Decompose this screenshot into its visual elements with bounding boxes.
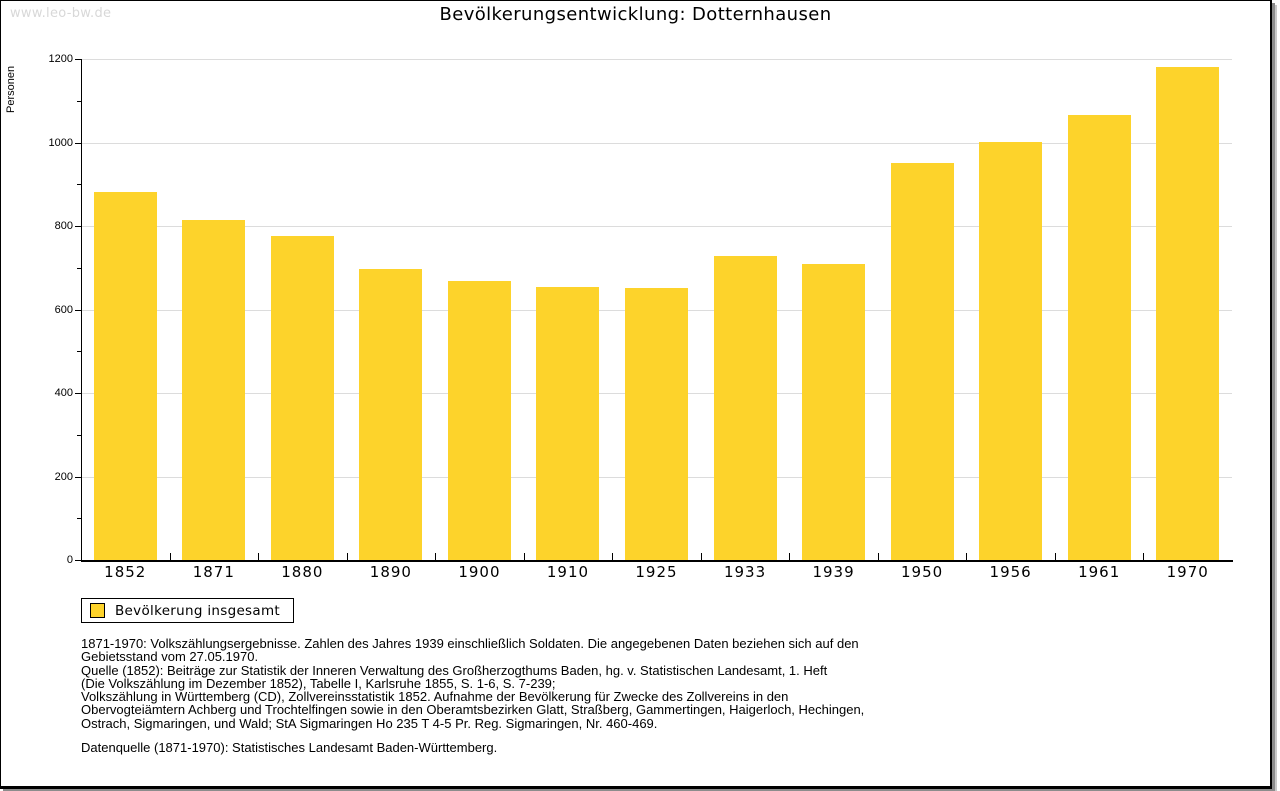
x-tick-label-1956: 1956 [989, 563, 1032, 581]
y-minor-tick-500 [77, 351, 81, 353]
legend: Bevölkerung insgesamt [81, 598, 294, 623]
bar-1925 [625, 287, 688, 560]
y-major-tick-0 [75, 560, 81, 561]
footnote-line: Volkszählung in Württemberg (CD), Zollve… [81, 689, 789, 705]
x-tick-label-1950: 1950 [901, 563, 944, 581]
y-major-tick-800 [75, 226, 81, 227]
watermark: www.leo-bw.de [10, 6, 112, 21]
gridline-800 [81, 226, 1232, 227]
x-boundary-tick-4 [435, 553, 437, 560]
x-boundary-tick-6 [612, 553, 614, 560]
footnotes: 1871-1970: Volkszählungsergebnisse. Zahl… [81, 637, 864, 730]
y-tick-label-400: 400 [54, 387, 73, 399]
bar-1970 [1156, 66, 1220, 560]
footnote-line: Ostrach, Sigmaringen, und Wald; StA Sigm… [81, 715, 658, 731]
footnote-line: 1871-1970: Volkszählungsergebnisse. Zahl… [81, 636, 859, 651]
y-tick-label-800: 800 [54, 220, 73, 232]
x-tick-label-1910: 1910 [546, 563, 590, 581]
x-boundary-tick-10 [966, 553, 968, 560]
x-tick-label-1900: 1900 [458, 563, 501, 581]
bar-1852 [93, 192, 157, 560]
y-tick-label-200: 200 [54, 470, 73, 483]
bar-1950 [890, 162, 954, 560]
y-minor-tick-1100 [77, 100, 81, 102]
bar-1900 [447, 281, 511, 560]
y-tick-label-1000: 1000 [48, 136, 73, 149]
x-tick-label-1880: 1880 [281, 563, 324, 581]
y-major-tick-200 [75, 476, 81, 478]
y-tick-label-600: 600 [54, 303, 73, 316]
data-source-line: Datenquelle (1871-1970): Statistisches L… [81, 740, 498, 755]
legend-label: Bevölkerung insgesamt [115, 602, 280, 619]
y-minor-tick-700 [77, 267, 81, 269]
footnote-line: Obervogteiämtern Achberg und Trochtelfin… [81, 702, 865, 718]
footnote-line: Quelle (1852): Beiträge zur Statistik de… [81, 662, 828, 678]
x-tick-label-1961: 1961 [1078, 563, 1121, 581]
bar-1910 [536, 286, 600, 560]
x-boundary-tick-7 [700, 553, 702, 560]
footnote-line: Gebietsstand vom 27.05.1970. [81, 649, 259, 665]
y-minor-tick-900 [77, 184, 81, 186]
bar-1933 [713, 256, 777, 560]
y-tick-label-1200: 1200 [48, 53, 73, 65]
y-tick-label-0: 0 [66, 554, 73, 566]
x-boundary-tick-5 [523, 553, 525, 560]
bar-1961 [1067, 114, 1131, 560]
x-boundary-tick-9 [877, 553, 879, 560]
y-major-tick-1000 [75, 142, 81, 144]
bar-1880 [270, 235, 334, 560]
footnote-line: (Die Volkszählung im Dezember 1852), Tab… [81, 675, 556, 691]
x-axis-line [81, 560, 1233, 562]
bar-1939 [802, 264, 866, 560]
y-minor-tick-100 [77, 518, 81, 520]
x-tick-label-1890: 1890 [369, 563, 412, 581]
x-tick-label-1933: 1933 [723, 563, 767, 581]
gridline-1000 [81, 142, 1232, 144]
x-boundary-tick-11 [1054, 553, 1056, 560]
x-tick-label-1871: 1871 [192, 563, 235, 581]
y-major-tick-400 [75, 393, 81, 394]
x-tick-label-1852: 1852 [104, 563, 147, 581]
x-tick-label-1970: 1970 [1166, 563, 1209, 581]
x-tick-label-1925: 1925 [635, 563, 678, 581]
legend-swatch [90, 603, 105, 618]
x-boundary-tick-3 [346, 553, 348, 560]
x-boundary-tick-2 [258, 553, 260, 560]
bar-1890 [359, 269, 423, 560]
bar-1956 [979, 142, 1043, 560]
x-boundary-tick-8 [789, 553, 791, 560]
bar-1871 [182, 219, 246, 560]
gridline-1200 [81, 59, 1232, 60]
y-axis-line [81, 59, 82, 562]
y-major-tick-600 [75, 309, 81, 311]
x-boundary-tick-12 [1143, 553, 1145, 560]
x-tick-label-1939: 1939 [812, 563, 855, 581]
chart-title: Bevölkerungsentwicklung: Dotternhausen [439, 4, 832, 25]
x-boundary-tick-1 [169, 553, 171, 560]
y-minor-tick-300 [77, 434, 81, 436]
y-major-tick-1200 [75, 59, 81, 60]
